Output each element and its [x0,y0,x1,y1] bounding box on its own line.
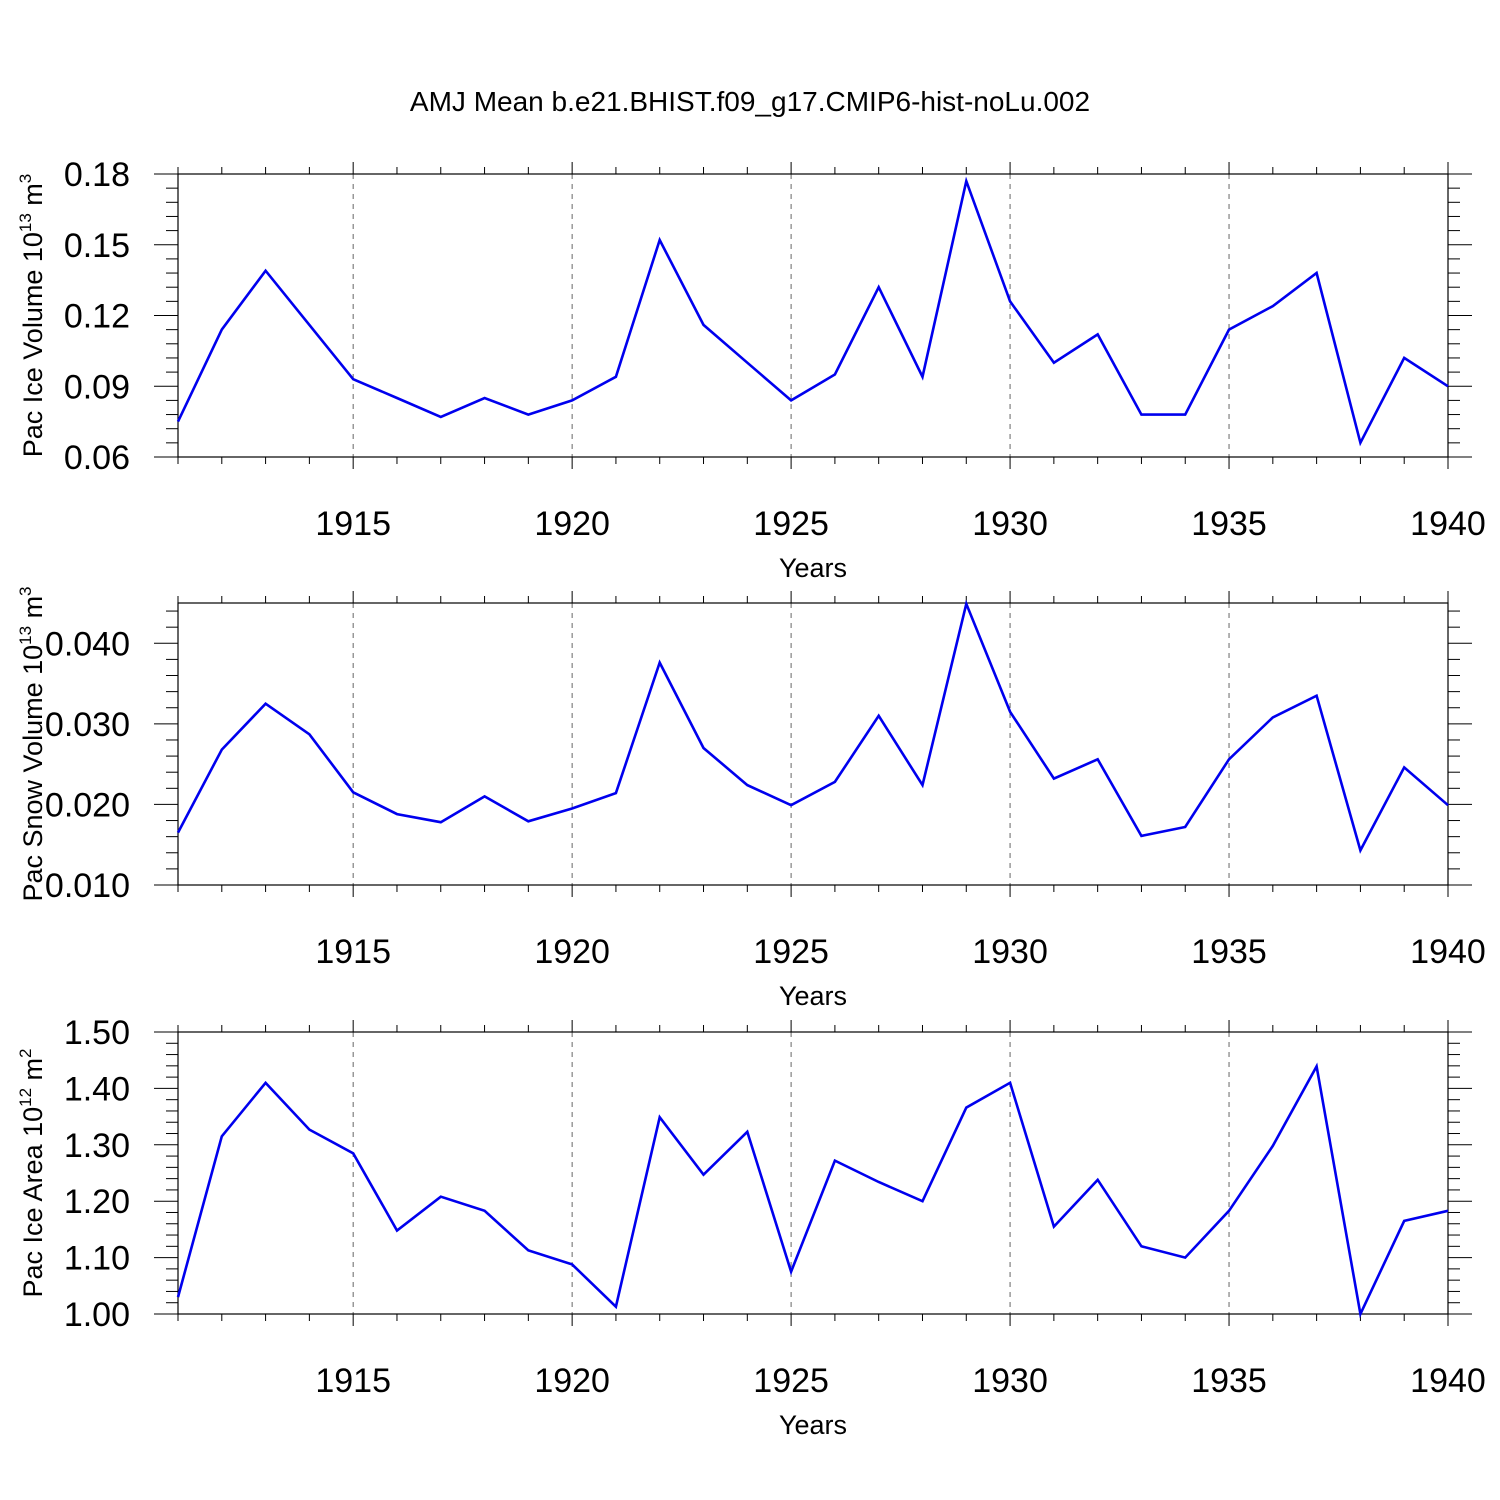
y-axis-label-exponent: 12 [16,1088,35,1107]
y-tick-label: 0.040 [45,625,130,663]
y-axis-label-unit: m [18,1058,48,1088]
x-axis-label: Years [779,553,847,583]
y-axis-label-unit: m [18,183,48,213]
y-tick-label: 0.09 [64,368,130,406]
x-tick-label: 1930 [972,505,1048,543]
y-tick-label: 0.12 [64,298,130,336]
x-axis-label: Years [779,1410,847,1440]
y-axis-label-exponent: 13 [16,626,35,645]
x-tick-label: 1920 [534,505,610,543]
plot-frame [177,602,1449,886]
x-axis-label: Years [779,981,847,1011]
y-axis-label: Pac Snow Volume 1013 m3 [16,586,48,901]
y-axis-label-text: Pac Snow Volume 10 [18,645,48,902]
series-line-1 [176,599,1449,854]
panels: 0.06 0.09 0.12 0.15 0.18 1915 1920 1925 1930 1935… [16,156,1486,1440]
x-tick-label: 1935 [1191,933,1267,971]
y-axis-label-unit-exponent: 3 [16,174,35,183]
y-tick-label: 1.40 [64,1070,130,1108]
y-axis-label-unit-exponent: 2 [16,1048,35,1057]
chart-panel-3: 1.00 1.10 1.20 1.30 1.40 1.50 1915 1920 1925 1930… [16,1014,1486,1440]
chart-panel-1: 0.06 0.09 0.12 0.15 0.18 1915 1920 1925 1930 1935… [16,156,1486,583]
x-tick-label: 1915 [315,933,391,971]
x-tick-label: 1930 [972,1362,1048,1400]
y-tick-label: 1.20 [64,1183,130,1221]
series-line-1 [176,176,1449,447]
x-tick-label: 1925 [753,505,829,543]
y-axis-label: Pac Ice Volume 1013 m3 [16,174,48,458]
y-axis-label-unit-exponent: 3 [16,586,35,595]
x-tick-label: 1925 [753,1362,829,1400]
y-tick-label: 0.020 [45,786,130,824]
y-tick-label: 0.18 [64,156,130,194]
plot-frame [177,1031,1449,1315]
y-tick-label: 1.50 [64,1014,130,1052]
y-tick-label: 0.010 [45,867,130,905]
y-tick-label: 0.06 [64,439,130,477]
y-axis-label: Pac Ice Area 1012 m2 [16,1048,48,1297]
x-tick-label: 1925 [753,933,829,971]
y-axis-label-text: Pac Ice Volume 10 [18,232,48,457]
y-axis-label-text: Pac Ice Area 10 [18,1107,48,1298]
y-axis-label-unit: m [18,596,48,626]
chart-panel-2: 0.010 0.020 0.030 0.040 1915 1920 1925 1930 1935… [16,586,1486,1011]
x-tick-label: 1940 [1410,505,1486,543]
x-tick-label: 1935 [1191,1362,1267,1400]
y-tick-label: 1.10 [64,1240,130,1278]
series-line-1 [176,1062,1449,1319]
x-tick-label: 1930 [972,933,1048,971]
x-tick-label: 1920 [534,933,610,971]
y-axis-label-exponent: 13 [16,213,35,232]
y-tick-label: 1.30 [64,1127,130,1165]
y-tick-label: 0.15 [64,227,130,265]
x-tick-label: 1915 [315,505,391,543]
y-tick-label: 1.00 [64,1296,130,1334]
x-tick-label: 1940 [1410,933,1486,971]
x-tick-label: 1935 [1191,505,1267,543]
x-tick-label: 1915 [315,1362,391,1400]
figure-title: AMJ Mean b.e21.BHIST.f09_g17.CMIP6-hist-… [410,86,1090,117]
x-tick-label: 1940 [1410,1362,1486,1400]
y-tick-label: 0.030 [45,706,130,744]
x-tick-label: 1920 [534,1362,610,1400]
